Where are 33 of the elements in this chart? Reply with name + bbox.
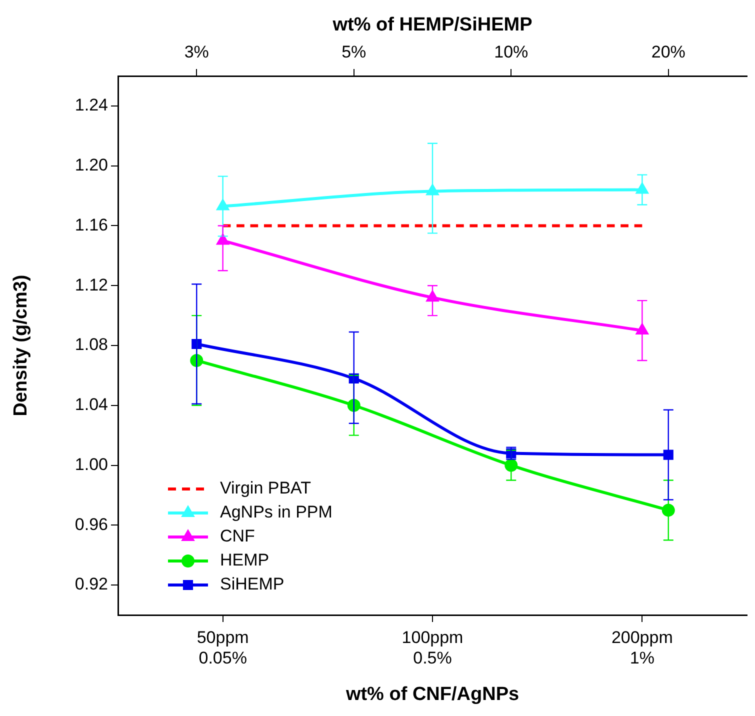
y-tick-label: 0.92	[74, 574, 108, 594]
point	[192, 338, 202, 350]
x-axis-title: wt% of HEMP/SiHEMP	[332, 14, 533, 36]
y-tick-label: 1.20	[74, 156, 108, 175]
y-tick-label: 1.16	[74, 215, 108, 234]
point	[504, 458, 518, 472]
legend-label: HEMP	[220, 550, 270, 570]
x-tick-label: 200ppm 1%	[611, 628, 673, 668]
y-tick-label: 1.00	[74, 454, 108, 474]
legend-label: Virgin PBAT	[220, 478, 312, 498]
legend-label: AgNPs in PPM	[220, 502, 332, 522]
x-tick-label: 3%	[184, 42, 209, 62]
point	[217, 200, 229, 210]
point	[426, 184, 438, 196]
point	[662, 504, 675, 517]
x-axis-title: wt% of CNF/AgNPs	[344, 684, 520, 705]
y-tick-label: 0.96	[74, 514, 108, 534]
y-axis-title: Density (g/cm3)	[10, 274, 32, 416]
x-tick-label: 5%	[342, 42, 366, 62]
legend-label: CNF	[220, 526, 255, 546]
y-tick-label: 1.08	[74, 335, 108, 354]
x-tick-label: 50ppm 0.05%	[196, 628, 249, 668]
y-tick-label: 1.24	[74, 96, 108, 115]
legend-label: SiHEMP	[220, 574, 284, 594]
x-tick-label: 100ppm 0.5%	[402, 628, 464, 668]
point	[426, 291, 438, 302]
x-tick-label: 20%	[651, 42, 686, 62]
y-tick-label: 1.04	[74, 395, 108, 414]
x-tick-label: 10%	[494, 42, 528, 62]
point	[636, 183, 648, 194]
y-tick-label: 1.12	[74, 275, 108, 294]
point	[636, 324, 648, 335]
point	[663, 450, 674, 460]
